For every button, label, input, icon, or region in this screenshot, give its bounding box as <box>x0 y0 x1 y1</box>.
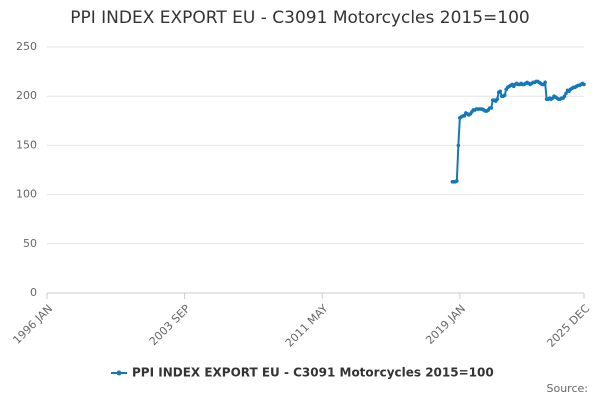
data-point <box>456 143 461 148</box>
legend-label: PPI INDEX EXPORT EU - C3091 Motorcycles … <box>132 366 494 380</box>
data-point <box>582 82 586 87</box>
data-point <box>502 93 507 98</box>
legend-marker <box>116 370 122 376</box>
x-tick-label: 2003 SEP <box>147 302 193 348</box>
y-tick-label: 250 <box>16 40 37 53</box>
y-tick-label: 0 <box>30 286 37 299</box>
x-tick-label: 2011 MAY <box>283 302 331 350</box>
data-point <box>564 91 568 96</box>
data-point <box>562 94 567 98</box>
data-point <box>462 114 467 118</box>
x-tick-label: 2025 DEC <box>544 302 592 350</box>
x-tick-label: 2019 JAN <box>423 302 468 347</box>
chart-title: PPI INDEX EXPORT EU - C3091 Motorcycles … <box>70 8 529 28</box>
data-point <box>498 89 503 94</box>
y-tick-label: 50 <box>23 237 37 250</box>
source-label: Source: <box>547 382 589 395</box>
data-point <box>495 97 500 101</box>
x-tick-label: 1996 JAN <box>10 302 55 347</box>
y-tick-label: 150 <box>16 138 37 151</box>
data-point <box>543 80 547 85</box>
y-tick-label: 200 <box>16 89 37 102</box>
data-point <box>455 179 459 183</box>
y-tick-label: 100 <box>16 188 37 201</box>
data-point <box>489 106 494 110</box>
